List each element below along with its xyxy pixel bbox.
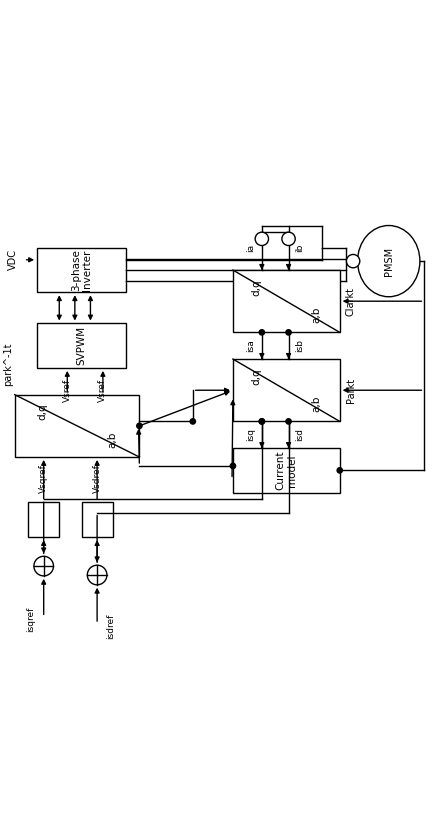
Text: Parkt: Parkt	[346, 378, 356, 403]
Text: isdref: isdref	[106, 614, 115, 639]
Text: PMSM: PMSM	[384, 247, 394, 276]
Text: d,q: d,q	[251, 368, 262, 384]
Circle shape	[282, 232, 295, 246]
Text: a,b: a,b	[311, 396, 321, 412]
Text: Clarkt: Clarkt	[346, 287, 356, 316]
Circle shape	[259, 419, 264, 424]
Text: Current
model: Current model	[276, 450, 297, 490]
Text: isa: isa	[246, 339, 255, 352]
Bar	[28, 502, 59, 537]
Text: isq: isq	[246, 428, 255, 441]
Circle shape	[259, 330, 264, 335]
Text: a,b: a,b	[311, 307, 321, 323]
Circle shape	[34, 556, 53, 576]
Circle shape	[346, 254, 360, 268]
Text: a,b: a,b	[107, 431, 117, 448]
Circle shape	[337, 468, 342, 473]
Text: d,q: d,q	[251, 279, 262, 296]
Circle shape	[87, 565, 107, 585]
Bar	[233, 359, 340, 422]
Text: 3-phase
Inverter: 3-phase Inverter	[71, 249, 92, 291]
Circle shape	[255, 232, 268, 246]
Text: park^-1t: park^-1t	[3, 342, 13, 386]
Text: isd: isd	[295, 428, 304, 441]
Text: Vsref: Vsref	[99, 380, 108, 403]
Text: ia: ia	[246, 243, 255, 252]
Bar	[15, 394, 139, 457]
Text: VDC: VDC	[8, 249, 17, 271]
Circle shape	[286, 419, 291, 424]
Text: isb: isb	[295, 339, 304, 352]
Text: Vsqref: Vsqref	[39, 464, 48, 493]
Bar	[37, 248, 126, 292]
Circle shape	[259, 419, 264, 424]
Text: d,q: d,q	[37, 403, 47, 421]
Bar	[82, 502, 113, 537]
Text: SVPWM: SVPWM	[77, 326, 86, 365]
Text: Vsref: Vsref	[63, 380, 72, 403]
Text: ib: ib	[295, 243, 304, 252]
Bar	[233, 270, 340, 332]
Circle shape	[230, 464, 236, 469]
Circle shape	[137, 423, 142, 428]
Circle shape	[286, 330, 291, 335]
Text: isqref: isqref	[26, 607, 35, 632]
Bar	[37, 323, 126, 368]
Text: Vsdref: Vsdref	[93, 464, 102, 493]
Circle shape	[190, 419, 195, 424]
Bar	[233, 448, 340, 493]
Ellipse shape	[358, 225, 420, 297]
